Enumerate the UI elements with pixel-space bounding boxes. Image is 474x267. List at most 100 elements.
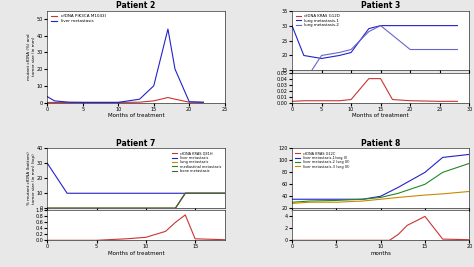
lung metastasis xyxy=(222,192,228,195)
lung metastasis-2 xyxy=(319,54,324,57)
Line: liver metastasis-3 (seg IV): liver metastasis-3 (seg IV) xyxy=(292,191,469,203)
mediastinal metastasis xyxy=(173,207,178,210)
liver metastasis xyxy=(222,192,228,195)
lung metastasis xyxy=(182,192,188,195)
liver metastasis-1(seg II) xyxy=(307,198,312,201)
Legend: cfDNA KRAS G12D, lung metastasis-1, lung metastasis-2: cfDNA KRAS G12D, lung metastasis-1, lung… xyxy=(294,13,342,29)
liver metastasis-3 (seg IV) xyxy=(360,199,366,203)
bone metastasis xyxy=(192,192,198,195)
Line: liver metastasis-1(seg II): liver metastasis-1(seg II) xyxy=(292,154,469,199)
Y-axis label: mutant cfDNA (%) and
tumor size (in mm): mutant cfDNA (%) and tumor size (in mm) xyxy=(27,33,36,80)
liver metastasis-1(seg II) xyxy=(360,198,366,201)
lung metastasis-2 xyxy=(337,51,342,54)
cfDNA KRAS G12C xyxy=(334,239,339,242)
liver metastasis xyxy=(201,101,206,104)
Line: cfDNA PIK3CA M1043I: cfDNA PIK3CA M1043I xyxy=(47,97,203,103)
cfDNA PIK3CA M1043I xyxy=(101,101,107,104)
liver metastasis xyxy=(52,99,57,103)
cfDNA KRAS G12D xyxy=(378,77,383,80)
bone metastasis xyxy=(94,207,100,210)
bone metastasis xyxy=(123,207,129,210)
cfDNA KRAS G12D xyxy=(407,99,413,102)
liver metastasis xyxy=(163,192,168,195)
cfDNA PIK3CA M1043I xyxy=(116,101,121,104)
liver metastasis-3 (seg IV) xyxy=(395,196,401,199)
cfDNA PIK3CA M1043I xyxy=(45,101,50,104)
lung metastasis xyxy=(173,207,178,210)
cfDNA KRAS G12C xyxy=(387,239,392,242)
liver metastasis-1(seg II) xyxy=(334,198,339,201)
X-axis label: Months of treatment: Months of treatment xyxy=(352,113,409,118)
cfDNA PIK3CA M1043I xyxy=(186,101,192,104)
liver metastasis-2 (seg IV) xyxy=(360,198,366,201)
Y-axis label: % mutant cfDNA (bottom)
tumor size (in mm) (top): % mutant cfDNA (bottom) tumor size (in m… xyxy=(27,151,36,205)
cfDNA KRAS G12D xyxy=(289,100,295,103)
X-axis label: Months of treatment: Months of treatment xyxy=(108,251,164,256)
lung metastasis-1 xyxy=(366,27,372,30)
Legend: cfDNA PIK3CA M1043I, liver metastasis: cfDNA PIK3CA M1043I, liver metastasis xyxy=(49,13,107,25)
liver metastasis-2 (seg IV) xyxy=(395,192,401,195)
cfDNA KRAS Q81H xyxy=(123,237,129,240)
Line: cfDNA KRAS G12C: cfDNA KRAS G12C xyxy=(292,217,469,240)
liver metastasis-2 (seg IV) xyxy=(422,183,428,186)
mediastinal metastasis xyxy=(222,192,228,195)
cfDNA KRAS G12C xyxy=(466,238,472,241)
liver metastasis-3 (seg IV) xyxy=(466,190,472,193)
cfDNA KRAS Q81H xyxy=(182,213,188,217)
Line: cfDNA KRAS Q81H: cfDNA KRAS Q81H xyxy=(47,215,225,240)
cfDNA KRAS G12C xyxy=(378,239,383,242)
cfDNA PIK3CA M1043I xyxy=(201,101,206,104)
lung metastasis-2 xyxy=(378,24,383,27)
lung metastasis xyxy=(143,207,149,210)
liver metastasis-1(seg II) xyxy=(289,198,295,201)
cfDNA KRAS Q81H xyxy=(222,238,228,241)
cfDNA KRAS G12C xyxy=(422,215,428,218)
cfDNA PIK3CA M1043I xyxy=(165,96,171,99)
liver metastasis xyxy=(45,95,50,98)
liver metastasis-2 (seg IV) xyxy=(466,162,472,165)
Line: cfDNA KRAS G12D: cfDNA KRAS G12D xyxy=(292,79,457,101)
liver metastasis xyxy=(64,192,70,195)
Line: mediastinal metastasis: mediastinal metastasis xyxy=(47,193,225,208)
mediastinal metastasis xyxy=(64,207,70,210)
liver metastasis xyxy=(173,192,178,195)
liver metastasis-3 (seg IV) xyxy=(440,192,446,195)
Line: lung metastasis-2: lung metastasis-2 xyxy=(292,26,457,82)
liver metastasis-3 (seg IV) xyxy=(334,201,339,204)
Line: liver metastasis-2 (seg IV): liver metastasis-2 (seg IV) xyxy=(292,163,469,202)
liver metastasis xyxy=(186,100,192,103)
liver metastasis-2 (seg IV) xyxy=(378,196,383,199)
lung metastasis-2 xyxy=(455,48,460,51)
cfDNA KRAS G12D xyxy=(455,100,460,103)
liver metastasis-3 (seg IV) xyxy=(289,202,295,205)
cfDNA PIK3CA M1043I xyxy=(52,101,57,104)
X-axis label: Months of treatment: Months of treatment xyxy=(108,113,164,118)
cfDNA KRAS G12D xyxy=(390,98,395,101)
cfDNA KRAS G12C xyxy=(289,239,295,242)
mediastinal metastasis xyxy=(192,192,198,195)
liver metastasis xyxy=(151,84,156,87)
liver metastasis-3 (seg IV) xyxy=(307,201,312,204)
cfDNA KRAS G12D xyxy=(301,99,307,102)
Title: Patient 3: Patient 3 xyxy=(361,1,400,10)
liver metastasis-3 (seg IV) xyxy=(422,194,428,197)
cfDNA KRAS G12C xyxy=(307,239,312,242)
bone metastasis xyxy=(163,207,168,210)
lung metastasis-1 xyxy=(337,54,342,57)
lung metastasis xyxy=(163,207,168,210)
liver metastasis xyxy=(143,192,149,195)
lung metastasis xyxy=(45,207,50,210)
lung metastasis-2 xyxy=(348,48,354,51)
cfDNA KRAS Q81H xyxy=(173,221,178,224)
bone metastasis xyxy=(45,207,50,210)
Legend: cfDNA KRAS Q81H, liver metastasis, lung metastasis, mediastinal metastasis, bone: cfDNA KRAS Q81H, liver metastasis, lung … xyxy=(171,150,223,174)
Title: Patient 7: Patient 7 xyxy=(116,139,156,148)
lung metastasis xyxy=(64,207,70,210)
bone metastasis xyxy=(64,207,70,210)
X-axis label: months: months xyxy=(370,251,391,256)
liver metastasis xyxy=(172,68,178,71)
Legend: cfDNA KRAS G12C, liver metastasis-1(seg II), liver metastasis-2 (seg IV), liver : cfDNA KRAS G12C, liver metastasis-1(seg … xyxy=(294,150,351,170)
liver metastasis xyxy=(165,28,171,31)
cfDNA KRAS Q81H xyxy=(45,239,50,242)
lung metastasis xyxy=(94,207,100,210)
